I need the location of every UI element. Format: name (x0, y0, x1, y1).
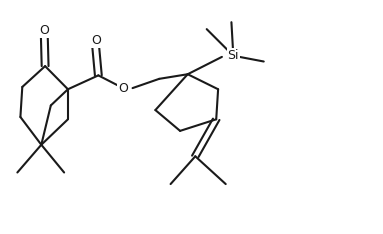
Text: O: O (118, 82, 128, 95)
Text: Si: Si (228, 49, 239, 62)
Text: O: O (39, 24, 49, 37)
Text: O: O (92, 33, 101, 47)
